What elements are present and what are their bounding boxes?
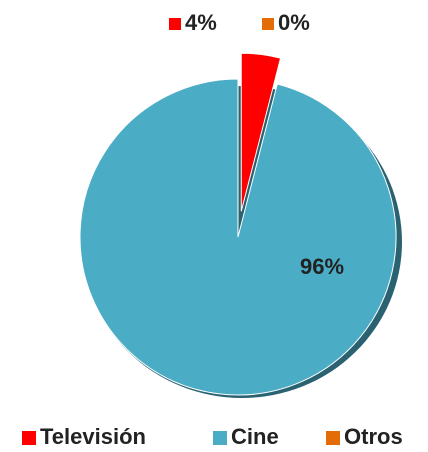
pie-slice (79, 78, 397, 396)
label-key (284, 262, 296, 274)
legend-key (326, 431, 340, 445)
data-label: 4% (185, 10, 217, 35)
label-key (169, 18, 181, 30)
legend-label: Otros (344, 424, 403, 449)
pie-slice (240, 52, 282, 212)
label-key (262, 18, 274, 30)
legend-label: Televisión (40, 424, 146, 449)
legend-key (22, 431, 36, 445)
legend-label: Cine (231, 424, 279, 449)
data-label: 0% (278, 10, 310, 35)
data-label: 96% (300, 254, 344, 279)
legend-key (213, 431, 227, 445)
